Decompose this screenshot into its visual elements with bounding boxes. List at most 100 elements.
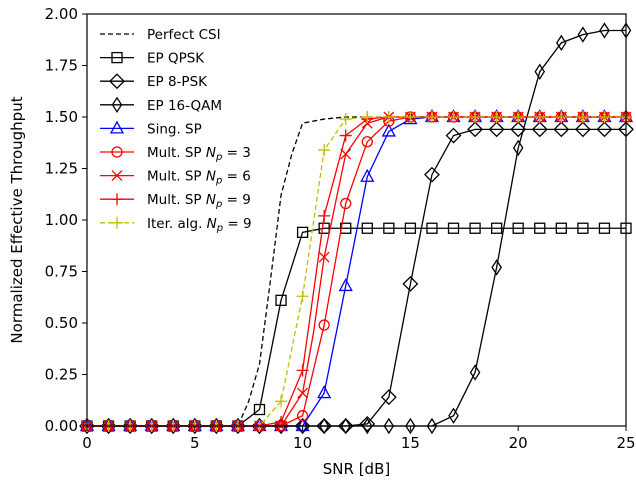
data-point <box>111 146 123 158</box>
legend-label: Iter. alg. Np = 9 <box>147 216 252 234</box>
data-point <box>360 168 375 182</box>
data-point <box>383 222 395 234</box>
data-point <box>404 111 417 123</box>
data-point <box>340 148 352 160</box>
data-point <box>296 290 309 303</box>
data-point <box>318 417 330 435</box>
data-point <box>553 121 570 138</box>
data-point <box>253 403 266 416</box>
data-point <box>297 387 309 399</box>
data-point <box>361 222 373 234</box>
data-point <box>424 166 440 183</box>
data-point <box>555 222 567 234</box>
data-point <box>340 417 351 435</box>
data-point <box>381 123 396 137</box>
data-point <box>404 222 417 234</box>
y-tick-label: 1.00 <box>45 211 78 229</box>
legend-label: Sing. SP <box>147 121 202 137</box>
data-point <box>534 63 546 80</box>
data-point <box>109 120 125 134</box>
legend-label: Mult. SP Np = 3 <box>147 145 251 163</box>
data-point <box>556 34 567 52</box>
data-point <box>488 121 505 138</box>
legend-label: EP QPSK <box>147 51 205 67</box>
x-axis-title: SNR [dB] <box>323 460 390 478</box>
data-point <box>275 294 287 306</box>
data-point <box>599 22 610 39</box>
data-point <box>111 216 123 229</box>
legend-entry: EP 16-QAM <box>100 96 222 114</box>
data-point <box>383 417 395 435</box>
data-point <box>318 143 331 156</box>
series-line <box>87 116 626 427</box>
data-point <box>577 222 589 234</box>
y-tick-label: 0.50 <box>45 314 78 332</box>
series-line <box>87 227 626 427</box>
series-line <box>87 116 626 427</box>
data-point <box>534 222 546 234</box>
legend-entry: EP QPSK <box>100 51 205 67</box>
data-point <box>469 111 482 123</box>
data-point <box>512 222 524 234</box>
ticks-layer: 0 5 10 15 20 25 0.00 0.25 0.50 0.75 1.00 1.25 1.50 1.… <box>45 5 636 452</box>
x-tick-label: 15 <box>401 434 420 452</box>
data-point <box>598 111 611 123</box>
data-point <box>362 417 373 435</box>
x-tick-label: 0 <box>82 434 92 452</box>
data-point <box>402 275 419 292</box>
data-point <box>512 111 525 123</box>
data-point <box>339 129 352 142</box>
data-point <box>338 278 353 292</box>
data-point <box>447 222 460 234</box>
data-point <box>490 222 503 234</box>
legend-entry: Mult. SP Np = 9 <box>100 192 251 210</box>
data-point <box>318 209 331 222</box>
data-point <box>275 395 288 408</box>
data-point <box>510 121 527 138</box>
y-tick-label: 1.50 <box>45 108 78 126</box>
y-tick-label: 0.00 <box>45 417 78 435</box>
legend-entry: Mult. SP Np = 6 <box>100 169 251 187</box>
data-point <box>577 26 589 43</box>
data-point <box>359 416 376 432</box>
legend-label: Mult. SP Np = 6 <box>147 169 251 187</box>
y-tick-label: 0.25 <box>45 366 78 384</box>
data-point <box>533 111 546 123</box>
data-point <box>574 121 591 138</box>
legend-entry: Mult. SP Np = 3 <box>100 145 251 163</box>
data-point <box>469 222 481 234</box>
data-point <box>555 111 568 123</box>
data-point <box>296 410 309 422</box>
data-point <box>361 111 374 123</box>
data-point <box>318 222 330 234</box>
x-tick-label: 10 <box>293 434 312 452</box>
series-line <box>87 116 626 427</box>
data-point <box>596 121 613 138</box>
data-point <box>111 193 123 206</box>
data-point <box>426 417 438 435</box>
data-point <box>598 222 611 234</box>
legend-label: EP 8-PSK <box>147 74 208 90</box>
series-1 <box>81 222 632 432</box>
y-tick-label: 1.75 <box>45 57 78 75</box>
data-point <box>382 111 395 123</box>
legend-entry: EP 8-PSK <box>100 73 208 90</box>
data-point <box>448 407 459 424</box>
data-point <box>469 364 481 381</box>
series-line <box>87 116 626 427</box>
y-tick-label: 1.25 <box>45 160 78 178</box>
legend-label: EP 16-QAM <box>147 98 222 114</box>
legend-label: Perfect CSI <box>147 27 221 43</box>
data-point <box>317 385 332 399</box>
data-point <box>340 197 352 210</box>
series-line <box>87 116 626 427</box>
data-point <box>318 319 330 331</box>
data-point <box>405 417 416 435</box>
y-tick-label: 2.00 <box>45 5 78 23</box>
x-tick-label: 25 <box>616 434 635 452</box>
data-point <box>296 364 309 377</box>
series-0 <box>87 116 626 427</box>
data-point <box>109 73 125 90</box>
data-point <box>111 170 123 182</box>
data-point <box>318 251 330 263</box>
